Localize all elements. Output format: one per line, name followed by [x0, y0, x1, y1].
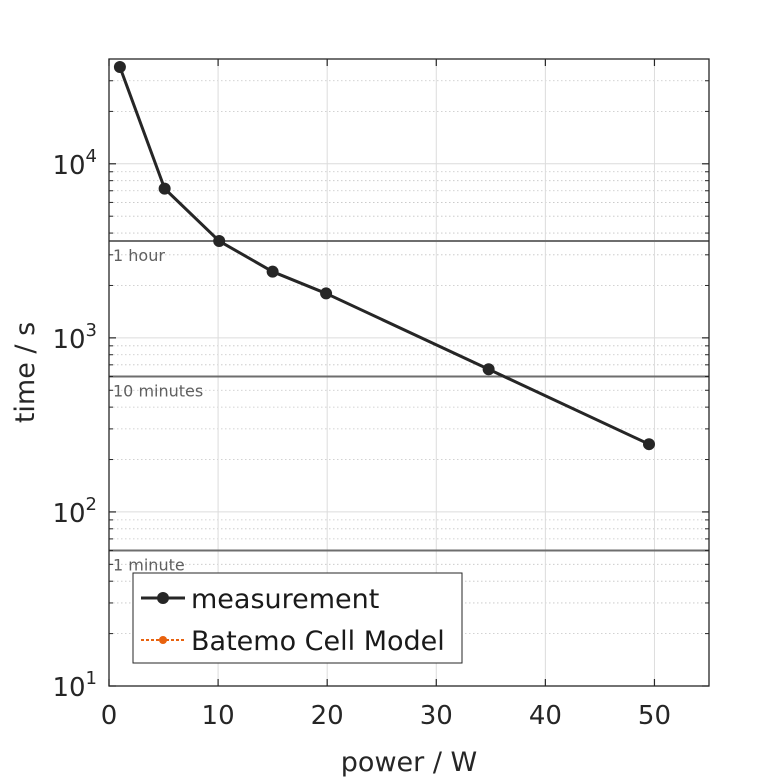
data-point	[643, 438, 655, 451]
legend-box	[132, 572, 463, 664]
y-tick-label: 103	[52, 320, 97, 355]
x-axis-label: power / W	[341, 747, 477, 778]
data-point	[213, 235, 226, 248]
data-point	[113, 60, 126, 73]
legend: measurement Batemo Cell Model	[132, 572, 463, 664]
axis-ticks: 101 102 103 104 0 10 20 30 40 50	[52, 58, 709, 731]
x-tick-label: 20	[311, 701, 344, 731]
reference-line-label: 1 minute	[113, 556, 185, 575]
series	[113, 60, 655, 451]
x-tick-label: 40	[529, 701, 562, 731]
data-point	[320, 287, 333, 300]
plot-frame	[108, 58, 710, 687]
y-tick-label: 102	[52, 494, 97, 529]
y-tick-label: 101	[52, 668, 97, 703]
x-tick-label: 50	[638, 701, 671, 731]
reference-line-label: 10 minutes	[113, 381, 203, 400]
legend-label: Batemo Cell Model	[191, 626, 445, 657]
reference-lines: 1 hour 10 minutes 1 minute	[109, 240, 709, 575]
legend-swatch-marker	[159, 636, 167, 644]
x-tick-label: 0	[101, 701, 118, 731]
legend-label: measurement	[191, 584, 379, 615]
y-axis-label: time / s	[10, 322, 41, 423]
data-point	[482, 363, 495, 376]
data-point	[158, 182, 171, 195]
data-point	[266, 265, 279, 278]
x-tick-label: 30	[420, 701, 453, 731]
legend-swatch-marker	[157, 592, 169, 604]
y-tick-label: 104	[52, 146, 97, 181]
x-tick-label: 10	[202, 701, 235, 731]
reference-line-label: 1 hour	[113, 246, 165, 265]
